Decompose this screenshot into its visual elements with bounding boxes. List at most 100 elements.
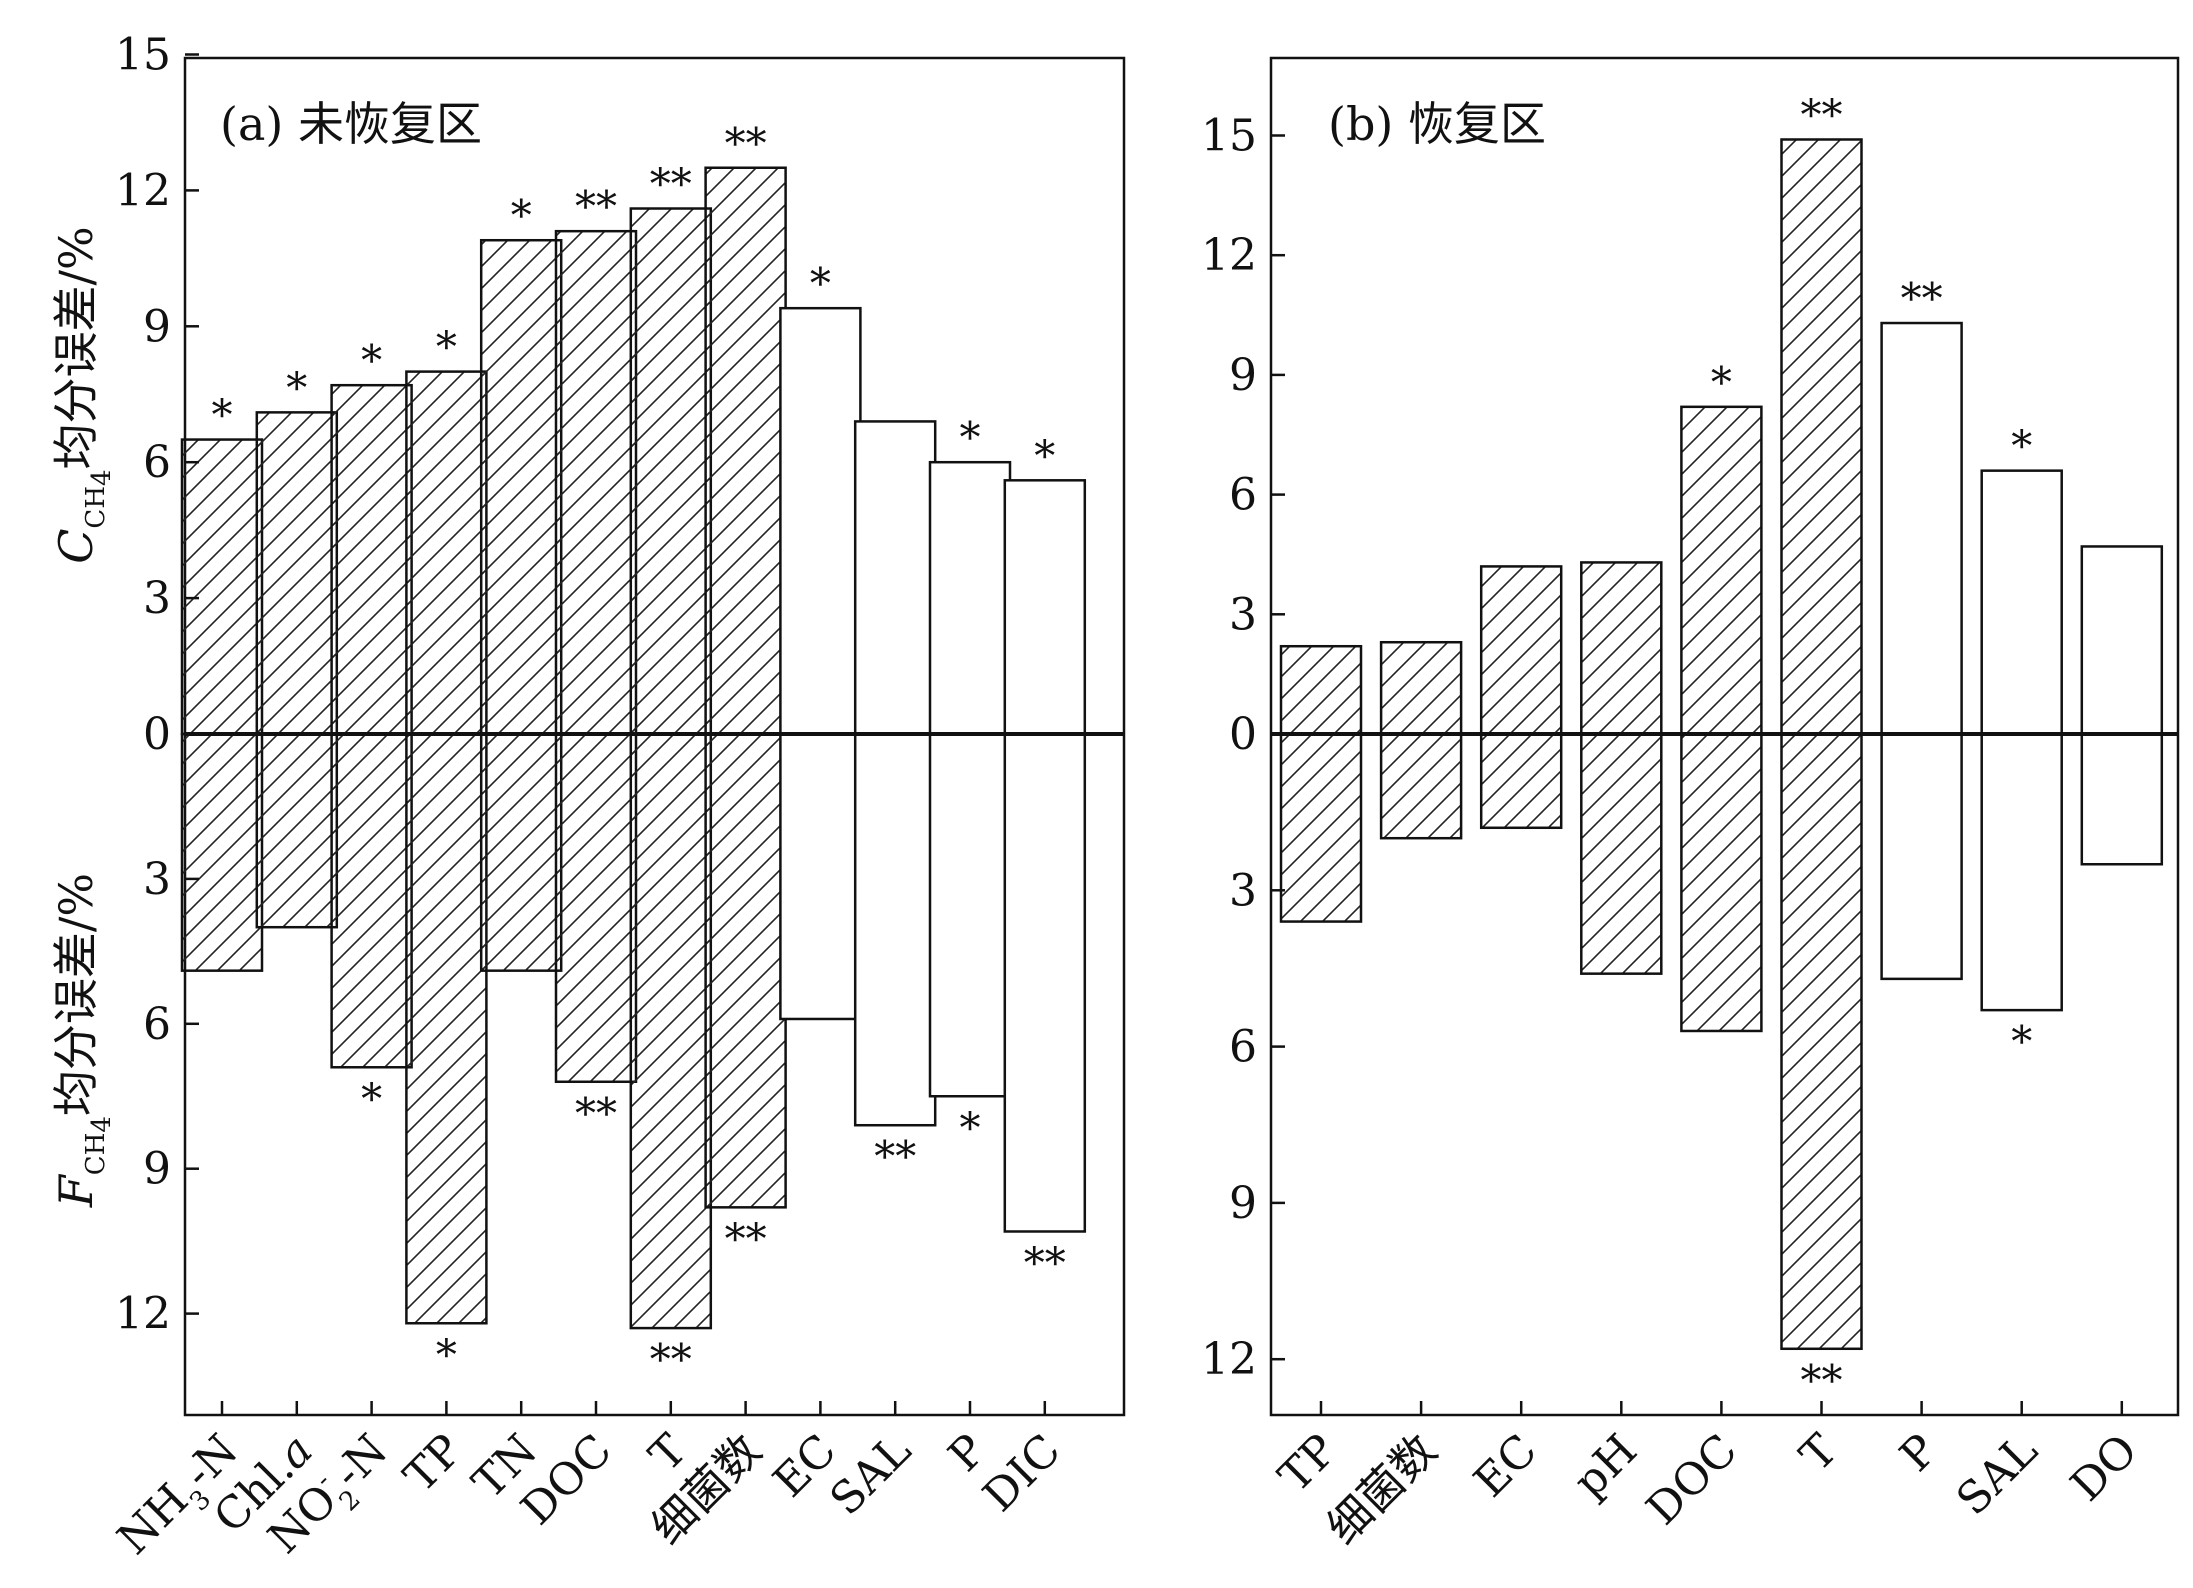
y-tick-label: 3 bbox=[1229, 865, 1257, 916]
category-label-10: SAL bbox=[820, 1425, 921, 1526]
category-label-3: EC bbox=[1464, 1425, 1547, 1508]
significance-label: * bbox=[361, 1074, 382, 1123]
significance-label: ** bbox=[1801, 90, 1843, 139]
bar-up-8 bbox=[1980, 469, 2063, 736]
significance-label: ** bbox=[1024, 1238, 1066, 1287]
bar-down-6 bbox=[1780, 732, 1863, 1351]
bar-up-3 bbox=[1479, 565, 1563, 736]
category-label-6: T bbox=[1790, 1425, 1847, 1482]
significance-label: ** bbox=[1801, 1356, 1843, 1405]
y-tick-label: 9 bbox=[1229, 350, 1257, 401]
significance-label: * bbox=[361, 336, 382, 385]
significance-label: ** bbox=[1901, 274, 1943, 323]
y-tick-label: 12 bbox=[1201, 230, 1257, 281]
bar-down-2 bbox=[255, 732, 339, 929]
bar-down-3 bbox=[330, 732, 413, 1069]
plot-frame bbox=[1269, 56, 2180, 1417]
y-tick-label: 12 bbox=[115, 1289, 171, 1340]
y-tick-label: 9 bbox=[143, 1144, 171, 1195]
y-tick-label: 3 bbox=[143, 573, 171, 624]
y-tick-label: 9 bbox=[1229, 1178, 1257, 1229]
significance-label: * bbox=[810, 259, 831, 308]
bar-down-12 bbox=[1003, 732, 1087, 1233]
y-tick-label: 0 bbox=[1229, 709, 1257, 760]
y-tick-label: 3 bbox=[143, 854, 171, 905]
significance-label: * bbox=[286, 363, 307, 412]
category-label-6: DOC bbox=[511, 1425, 621, 1535]
bar-down-5 bbox=[479, 732, 563, 972]
panel-a-chart: *NH3-N*Chl.a**NO-2-N**TP*TN****DOC****T*… bbox=[49, 30, 1126, 1565]
significance-label: ** bbox=[650, 1335, 692, 1384]
y-tick-label: 6 bbox=[143, 999, 171, 1050]
significance-label: * bbox=[1034, 431, 1055, 480]
bar-up-12 bbox=[1003, 479, 1087, 736]
category-label-7: P bbox=[1890, 1425, 1947, 1482]
category-label-12: DIC bbox=[973, 1425, 1070, 1522]
significance-label: * bbox=[960, 413, 981, 462]
bar-down-5 bbox=[1680, 732, 1763, 1033]
bar-down-7 bbox=[629, 732, 713, 1330]
significance-label: ** bbox=[650, 160, 692, 209]
bar-up-5 bbox=[479, 238, 563, 736]
bar-down-1 bbox=[1279, 732, 1363, 923]
bar-down-6 bbox=[554, 732, 638, 1084]
y-axis-title-down: FCH4均分误差/% bbox=[49, 873, 117, 1208]
significance-label: * bbox=[436, 1330, 457, 1379]
category-label-9: DO bbox=[2061, 1425, 2148, 1512]
bar-down-9 bbox=[779, 732, 862, 1021]
y-axis-title-up: CCH4均分误差/% bbox=[49, 226, 117, 564]
bar-up-3 bbox=[330, 383, 413, 736]
bar-up-10 bbox=[853, 420, 937, 736]
y-tick-label: 15 bbox=[115, 30, 171, 81]
bar-up-9 bbox=[779, 306, 862, 736]
y-tick-label: 15 bbox=[1201, 111, 1257, 162]
bar-up-1 bbox=[180, 438, 264, 736]
bar-up-8 bbox=[704, 166, 787, 736]
significance-label: * bbox=[511, 191, 532, 240]
bar-up-5 bbox=[1680, 405, 1763, 736]
y-tick-label: 3 bbox=[1229, 589, 1257, 640]
y-tick-label: 6 bbox=[1229, 1022, 1257, 1073]
bar-down-3 bbox=[1479, 732, 1563, 830]
bar-down-4 bbox=[405, 732, 488, 1325]
significance-label: * bbox=[436, 323, 457, 372]
category-label-4: pH bbox=[1564, 1425, 1647, 1508]
bar-down-8 bbox=[1980, 732, 2063, 1012]
bar-down-7 bbox=[1880, 732, 1963, 981]
bar-up-7 bbox=[1880, 321, 1963, 736]
significance-label: * bbox=[1711, 358, 1732, 407]
category-label-5: DOC bbox=[1637, 1425, 1747, 1535]
bar-down-8 bbox=[704, 732, 787, 1209]
category-label-8: SAL bbox=[1947, 1425, 2048, 1526]
y-tick-label: 12 bbox=[1201, 1334, 1257, 1385]
significance-label: * bbox=[2011, 422, 2032, 471]
bar-up-1 bbox=[1279, 644, 1363, 736]
category-label-2: 细菌数 bbox=[1317, 1425, 1446, 1554]
bar-up-4 bbox=[1580, 561, 1663, 736]
significance-label: ** bbox=[575, 1089, 617, 1138]
category-label-4: TP bbox=[394, 1425, 472, 1503]
bar-down-11 bbox=[928, 732, 1012, 1098]
y-tick-label: 6 bbox=[143, 437, 171, 488]
panel-title: (b) 恢复区 bbox=[1328, 97, 1546, 151]
category-label-1: TP bbox=[1269, 1425, 1347, 1503]
significance-label: * bbox=[2011, 1017, 2032, 1066]
bar-down-1 bbox=[180, 732, 264, 972]
significance-label: ** bbox=[874, 1132, 916, 1181]
y-tick-label: 6 bbox=[1229, 470, 1257, 521]
bar-down-9 bbox=[2080, 732, 2164, 866]
bar-up-6 bbox=[554, 229, 638, 736]
bar-up-2 bbox=[255, 411, 339, 736]
bar-down-10 bbox=[853, 732, 937, 1127]
bar-down-2 bbox=[1379, 732, 1463, 840]
panel-title: (a) 未恢复区 bbox=[220, 97, 482, 151]
bar-up-4 bbox=[405, 370, 488, 736]
significance-label: * bbox=[212, 391, 233, 440]
bar-down-4 bbox=[1580, 732, 1663, 975]
bar-up-6 bbox=[1780, 138, 1863, 736]
y-tick-label: 0 bbox=[143, 709, 171, 760]
significance-label: ** bbox=[725, 119, 767, 168]
bar-up-11 bbox=[928, 460, 1012, 736]
